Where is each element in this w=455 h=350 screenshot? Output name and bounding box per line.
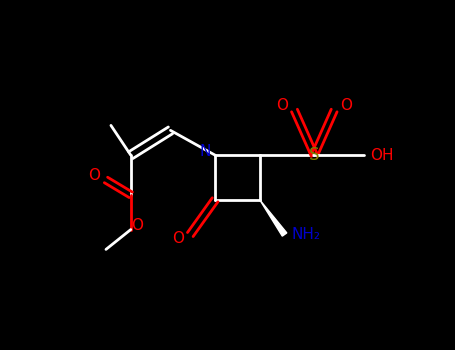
Text: O: O <box>88 168 100 183</box>
Text: NH₂: NH₂ <box>292 227 321 242</box>
Text: O: O <box>131 218 143 233</box>
Text: S: S <box>309 146 319 164</box>
Text: O: O <box>172 231 184 246</box>
Text: O: O <box>277 98 288 113</box>
Text: N: N <box>199 144 211 159</box>
Text: OH: OH <box>370 148 394 163</box>
Polygon shape <box>260 200 287 236</box>
Text: O: O <box>340 98 352 113</box>
